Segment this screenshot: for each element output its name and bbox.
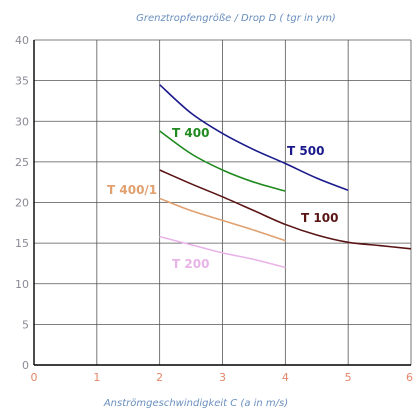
series-labels: T 500 T 400 T 100 T 400/1 T 200 bbox=[107, 126, 338, 271]
y-tick-label: 20 bbox=[15, 197, 29, 210]
series-line-t-500 bbox=[159, 84, 349, 192]
series-label-t-500: T 500 bbox=[287, 144, 324, 158]
y-tick-label: 0 bbox=[22, 359, 29, 372]
series-label-t-200: T 200 bbox=[172, 257, 209, 271]
series-line-t-200 bbox=[159, 235, 286, 269]
y-tick-label: 25 bbox=[15, 156, 29, 169]
axes bbox=[33, 40, 411, 366]
series-label-t-400-1: T 400/1 bbox=[107, 183, 157, 197]
x-tick-label: 0 bbox=[31, 371, 38, 384]
series-line-t-100 bbox=[159, 169, 412, 250]
chart-title: Grenztropfengröße / Drop D ( tgr in ym) bbox=[136, 13, 336, 24]
y-axis-ticks: 0 5 10 15 20 25 30 35 40 bbox=[15, 34, 29, 372]
x-tick-label: 1 bbox=[93, 371, 100, 384]
x-tick-label: 4 bbox=[282, 371, 289, 384]
x-tick-label: 3 bbox=[219, 371, 226, 384]
series-label-t-100: T 100 bbox=[301, 211, 338, 225]
y-tick-label: 40 bbox=[15, 34, 29, 47]
x-tick-label: 5 bbox=[345, 371, 352, 384]
series-lines bbox=[159, 84, 412, 269]
y-tick-label: 15 bbox=[15, 237, 29, 250]
y-tick-label: 5 bbox=[22, 318, 29, 331]
series-line-t-400-1 bbox=[159, 197, 286, 242]
y-tick-label: 35 bbox=[15, 75, 29, 88]
grid bbox=[34, 39, 412, 365]
x-axis-ticks: 0 1 2 3 4 5 6 bbox=[31, 371, 414, 384]
x-tick-label: 6 bbox=[406, 371, 413, 384]
x-axis-label: Anströmgeschwindigkeit C (a in m/s) bbox=[103, 398, 288, 409]
x-tick-label: 2 bbox=[156, 371, 163, 384]
y-tick-label: 30 bbox=[15, 115, 29, 128]
series-label-t-400: T 400 bbox=[172, 126, 209, 140]
series-line-t-400 bbox=[159, 130, 286, 192]
y-tick-label: 10 bbox=[15, 278, 29, 291]
